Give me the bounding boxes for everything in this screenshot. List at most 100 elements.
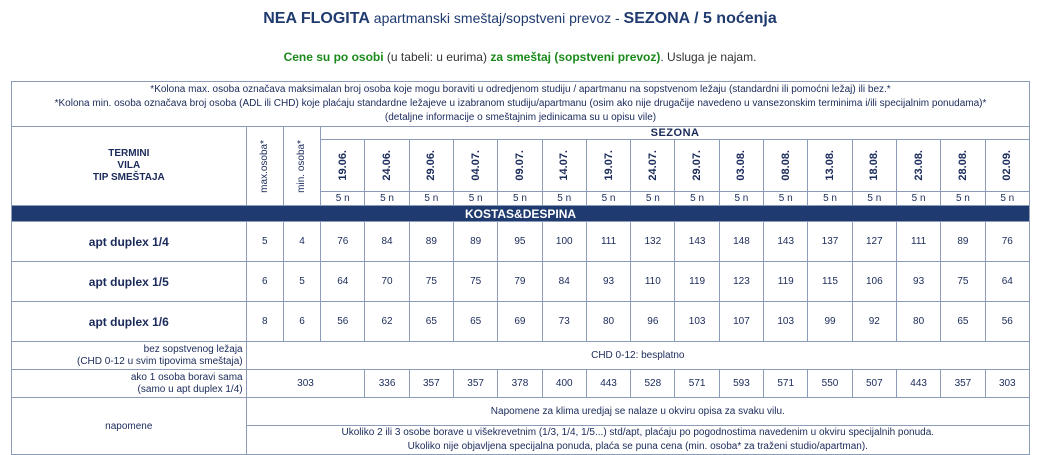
no-bed-row: bez sopstvenog ležaja (CHD 0-12 u svim t… <box>11 341 1031 370</box>
nights-cell: 5 n <box>718 191 765 206</box>
note-min-persons: *Kolona min. osoba označava broj osoba (… <box>54 98 987 109</box>
nights-cell: 5 n <box>364 191 410 206</box>
date-cell: 02.09. <box>984 139 1031 192</box>
date-cell: 08.08. <box>763 139 809 192</box>
single-person-row: ako 1 osoba boravi sama (samo u apt dupl… <box>11 369 1031 398</box>
unit-name: apt duplex 1/5 <box>11 261 247 302</box>
nights-cell: 5 n <box>674 191 720 206</box>
price-cell: 64 <box>320 261 366 302</box>
price-cell: 110 <box>630 261 676 302</box>
date-label: 29.07. <box>691 150 704 181</box>
single-price-cell: 303 <box>245 369 366 398</box>
unit-max: 8 <box>245 301 284 342</box>
price-cell: 76 <box>984 221 1031 262</box>
napomene-label: napomene <box>11 397 247 455</box>
napomene-ac-note: Napomene za klima uredjaj se nalaze u ok… <box>245 397 1031 426</box>
subtitle-per-person: Cene su po osobi <box>283 50 384 64</box>
nights-cell: 5 n <box>452 191 499 206</box>
date-cell: 03.08. <box>718 139 765 192</box>
price-cell: 75 <box>408 261 455 302</box>
single-price-cell: 357 <box>408 369 455 398</box>
price-cell: 65 <box>408 301 455 342</box>
unit-max: 6 <box>245 261 284 302</box>
single-price-cell: 571 <box>674 369 720 398</box>
price-cell: 103 <box>674 301 720 342</box>
single-person-label: ako 1 osoba boravi sama (samo u apt dupl… <box>11 369 247 398</box>
price-cell: 89 <box>452 221 499 262</box>
date-label: 24.07. <box>646 150 659 181</box>
date-label: 02.09. <box>1001 150 1014 181</box>
unit-name: apt duplex 1/4 <box>11 221 247 262</box>
single-price-cell: 443 <box>895 369 942 398</box>
single-price-cell: 357 <box>452 369 499 398</box>
date-cell: 14.07. <box>541 139 587 192</box>
single-price-cell: 378 <box>497 369 543 398</box>
no-bed-value: CHD 0-12: besplatno <box>245 341 1031 370</box>
unit-min: 5 <box>282 261 322 302</box>
header-vila: VILA <box>117 160 141 171</box>
date-cell: 29.06. <box>408 139 455 192</box>
date-label: 28.08. <box>956 150 969 181</box>
price-cell: 95 <box>497 221 543 262</box>
single-price-cell: 357 <box>940 369 986 398</box>
nights-cell: 5 n <box>408 191 455 206</box>
date-cell: 19.06. <box>320 139 366 192</box>
date-label: 18.08. <box>868 150 881 181</box>
price-cell: 80 <box>585 301 632 342</box>
header-tip-smestaja: TIP SMEŠTAJA <box>92 172 165 183</box>
price-table: *Kolona max. osoba označava maksimalan b… <box>11 81 1031 455</box>
single-price-cell: 507 <box>851 369 897 398</box>
date-label: 08.08. <box>779 150 792 181</box>
price-cell: 115 <box>807 261 853 302</box>
no-bed-label: bez sopstvenog ležaja (CHD 0-12 u svim t… <box>11 341 247 370</box>
price-cell: 80 <box>895 301 942 342</box>
title-description: apartmanski smeštaj/sopstveni prevoz - <box>369 10 624 26</box>
price-cell: 84 <box>541 261 587 302</box>
price-cell: 89 <box>940 221 986 262</box>
date-cell: 29.07. <box>674 139 720 192</box>
napomene-special-offers: Ukoliko 2 ili 3 osobe borave u višekreve… <box>245 425 1031 455</box>
date-cell: 13.08. <box>807 139 853 192</box>
unit-row: apt duplex 1/6 8 6 56 62 65 65 69 73 80 96 103 107 10… <box>11 301 1031 342</box>
date-cell: 19.07. <box>585 139 632 192</box>
single-price-cell: 593 <box>718 369 765 398</box>
date-label: 23.08. <box>912 150 925 181</box>
price-cell: 75 <box>452 261 499 302</box>
price-cell: 96 <box>630 301 676 342</box>
subtitle-service-note: . Usluga je najam. <box>660 50 757 64</box>
date-label: 03.08. <box>735 150 748 181</box>
header-type-cell: TERMINI VILA TIP SMEŠTAJA <box>11 126 247 206</box>
header-season: SEZONA <box>320 126 1030 140</box>
nights-cell: 5 n <box>763 191 809 206</box>
price-cell: 119 <box>674 261 720 302</box>
price-cell: 119 <box>763 261 809 302</box>
price-cell: 127 <box>851 221 897 262</box>
unit-row: apt duplex 1/4 5 4 76 84 89 89 95 100 111 132 143 14… <box>11 221 1031 262</box>
nights-cell: 5 n <box>541 191 587 206</box>
title-villa-name: NEA FLOGITA <box>263 10 370 27</box>
price-cell: 137 <box>807 221 853 262</box>
header-min-persons: min. osoba* <box>282 126 322 206</box>
price-cell: 132 <box>630 221 676 262</box>
price-cell: 79 <box>497 261 543 302</box>
single-price-cell: 336 <box>364 369 410 398</box>
single-price-cell: 303 <box>984 369 1031 398</box>
date-row: 19.06. 24.06. 29.06. 04.07. 09.07. 14.07. 19.0… <box>12 139 1031 192</box>
unit-row: apt duplex 1/5 6 5 64 70 75 75 79 84 93 110 119 123 1… <box>11 261 1031 302</box>
date-label: 13.08. <box>824 150 837 181</box>
single-price-cell: 400 <box>541 369 587 398</box>
unit-name: apt duplex 1/6 <box>11 301 247 342</box>
price-cell: 62 <box>364 301 410 342</box>
date-cell: 24.06. <box>364 139 410 192</box>
date-label: 09.07. <box>513 150 526 181</box>
nights-cell: 5 n <box>984 191 1031 206</box>
price-cell: 107 <box>718 301 765 342</box>
price-cell: 111 <box>895 221 942 262</box>
price-cell: 69 <box>497 301 543 342</box>
date-label: 29.06. <box>425 150 438 181</box>
date-label: 19.07. <box>602 150 615 181</box>
price-cell: 75 <box>940 261 986 302</box>
date-cell: 28.08. <box>940 139 986 192</box>
villa-section-row: KOSTAS&DESPINA <box>11 205 1030 222</box>
date-cell: 24.07. <box>630 139 676 192</box>
